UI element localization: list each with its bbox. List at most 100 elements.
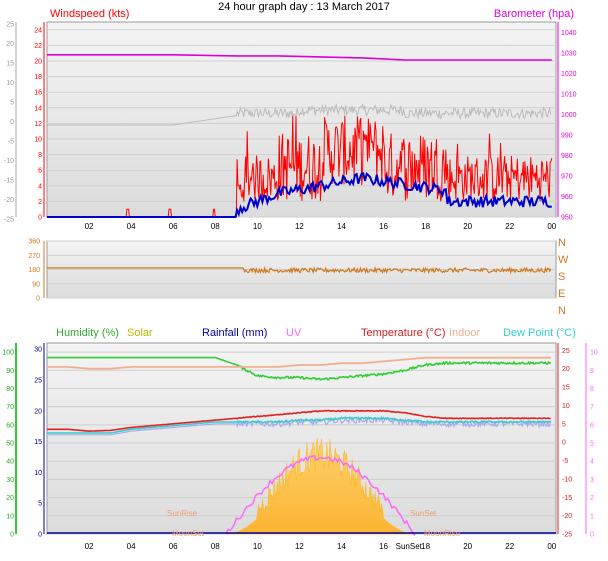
wind-red-tick: 4 [38, 183, 42, 190]
moonrise-label: MoonRise [424, 529, 461, 538]
x-tick-08: 08 [211, 542, 220, 551]
wind-direction-line [47, 265, 552, 275]
baro-tick: 1010 [561, 91, 577, 98]
rain-tick: 30 [34, 347, 42, 354]
temperature-tick: -25 [562, 532, 572, 539]
direction-grid [47, 240, 556, 299]
wind-gray-tick: 10 [6, 80, 14, 87]
wind-red-tick: 24 [34, 27, 42, 34]
dewpoint-spread-line [47, 415, 552, 436]
wind-gray-tick: 20 [6, 41, 14, 48]
direction-degree-tick: 180 [28, 267, 40, 274]
x-tick-08: 08 [211, 222, 220, 231]
wind-red-tick: 20 [34, 59, 42, 66]
wind-red-tick: 10 [34, 137, 42, 144]
baro-tick: 1020 [561, 71, 577, 78]
x-tick-18: 18 [421, 222, 430, 231]
x-tick-20: 20 [463, 222, 472, 231]
wind-average-line [47, 172, 552, 218]
rain-tick: 15 [34, 439, 42, 446]
uv-tick: 8 [590, 386, 594, 393]
wind-red-tick: 14 [34, 105, 42, 112]
uv-line [225, 454, 416, 536]
humidity-tick: 70 [6, 404, 14, 411]
thermo-panel: Humidity (%) Solar Rainfall (mm) UV Temp… [2, 327, 598, 551]
baro-axis-label: Barometer (hpa) [494, 8, 574, 20]
direction-series [47, 265, 552, 275]
x-tick-10: 10 [253, 542, 262, 551]
baro-tick: 1040 [561, 30, 577, 37]
temperature-tick: 0 [562, 440, 566, 447]
legend-solar: Solar [127, 327, 153, 339]
gray-series-line [47, 103, 552, 126]
x-tick-18: 18 [421, 542, 430, 551]
uv-tick: 5 [590, 441, 594, 448]
humidity-tick: 50 [6, 441, 14, 448]
thermo-x-ticks: 02 04 06 08 10 12 14 16 18 20 22 00 SunSet [85, 542, 557, 551]
wind-grid [47, 29, 556, 218]
moonset-label: MoonSet [172, 529, 205, 538]
x-tick-00: 00 [547, 542, 556, 551]
compass-tick: N [558, 237, 566, 249]
x-tick-14: 14 [337, 542, 346, 551]
wind-gray-tick: 15 [6, 61, 14, 68]
wind-red-tick: 16 [34, 90, 42, 97]
direction-left-ticks: 360 270 180 90 0 [28, 239, 45, 303]
baro-tick: 1030 [561, 50, 577, 57]
x-tick-16: 16 [379, 542, 388, 551]
wind-series [47, 53, 553, 218]
legend-uv: UV [286, 327, 302, 339]
humidity-tick: 10 [6, 513, 14, 520]
x-tick-22: 22 [505, 222, 514, 231]
sunrise-label: SunRise [167, 509, 198, 518]
x-tick-20: 20 [463, 542, 472, 551]
rain-tick: 20 [34, 408, 42, 415]
wind-x-ticks: 02 04 06 08 10 12 14 16 18 20 22 00 [85, 222, 557, 231]
x-tick-04: 04 [127, 222, 136, 231]
x-tick-02: 02 [85, 222, 94, 231]
legend-humidity: Humidity (%) [56, 327, 119, 339]
x-tick-06: 06 [169, 542, 178, 551]
wind-gray-tick: -20 [4, 197, 14, 204]
wind-red-tick: 8 [38, 152, 42, 159]
humidity-tick: 0 [10, 532, 14, 539]
legend-indoor: Indoor [449, 327, 481, 339]
legend-dewpoint: Dew Point (°C) [503, 327, 576, 339]
indoor-line [47, 356, 551, 370]
dewpoint-line [47, 416, 551, 434]
direction-degree-tick: 0 [36, 296, 40, 303]
wind-gray-tick: -25 [4, 217, 14, 224]
wind-left-ticks: 2422201816141210864202520151050-5-10-15-… [4, 22, 45, 224]
humidity-line [47, 356, 552, 381]
wind-gray-tick: 0 [10, 119, 14, 126]
uv-tick: 1 [590, 513, 594, 520]
baro-tick: 960 [561, 194, 573, 201]
uv-tick: 7 [590, 404, 594, 411]
temperature-line [47, 409, 551, 433]
chart-title: 24 hour graph day : 13 March 2017 [218, 1, 390, 13]
solar-area [225, 437, 416, 535]
temperature-tick: -20 [562, 513, 572, 520]
temperature-tick: 10 [562, 403, 570, 410]
wind-red-tick: 22 [34, 43, 42, 50]
humidity-tick: 30 [6, 477, 14, 484]
temperature-tick: 15 [562, 385, 570, 392]
wind-red-tick: 6 [38, 168, 42, 175]
baro-tick: 980 [561, 153, 573, 160]
humidity-tick: 20 [6, 495, 14, 502]
x-tick-06: 06 [169, 222, 178, 231]
humidity-tick: 80 [6, 386, 14, 393]
wind-red-tick: 2 [38, 199, 42, 206]
wind-red-tick: 12 [34, 121, 42, 128]
x-tick-16: 16 [379, 222, 388, 231]
humidity-tick: 90 [6, 368, 14, 375]
x-tick-00: 00 [547, 222, 556, 231]
humidity-tick: 60 [6, 422, 14, 429]
rain-tick: 0 [38, 532, 42, 539]
wind-panel: Windspeed (kts) Barometer (hpa) 24222018… [4, 8, 577, 231]
sunset-axis-label: SunSet [396, 542, 423, 551]
compass-tick: N [558, 305, 566, 317]
